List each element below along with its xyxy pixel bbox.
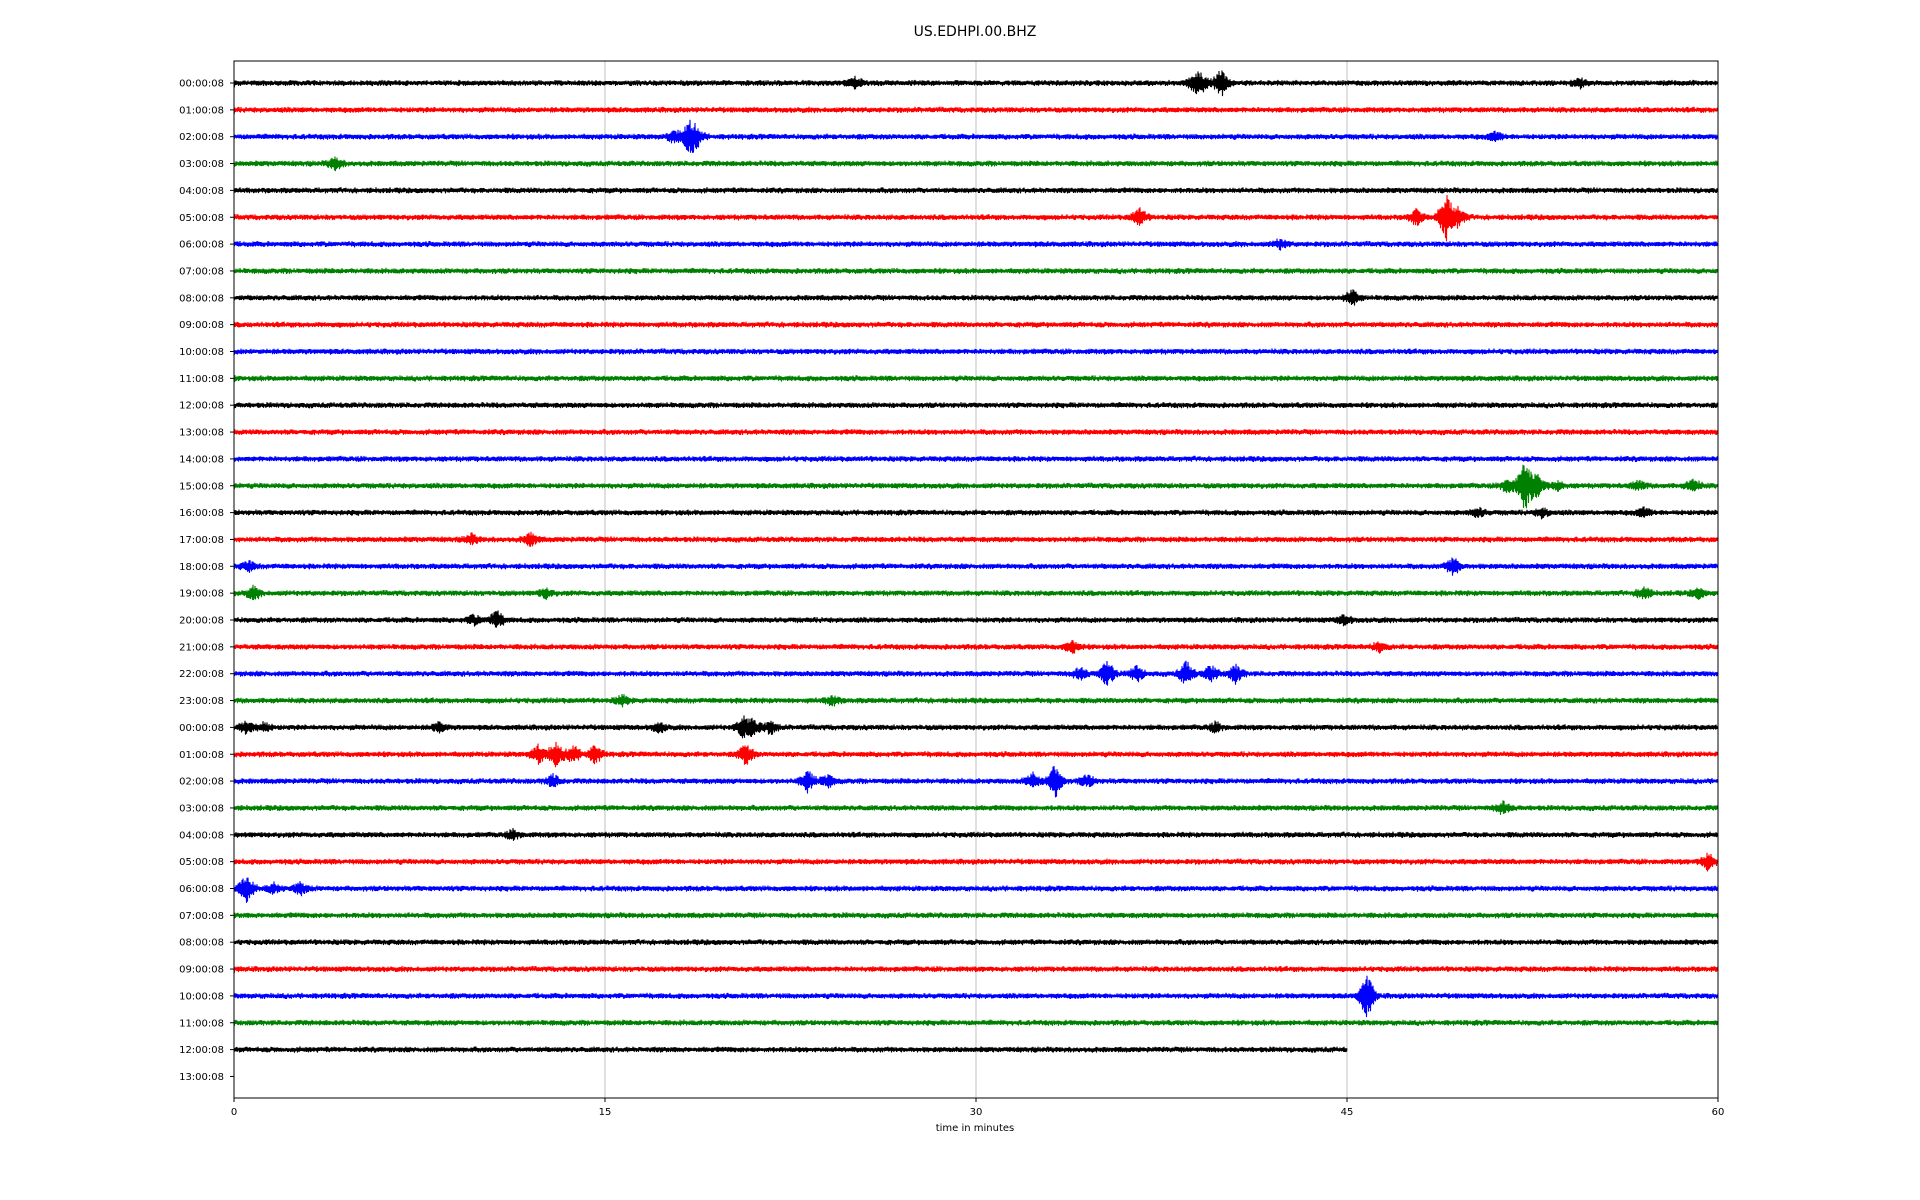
- seismic-trace: [233, 195, 1719, 242]
- row-time-label: 23:00:08: [179, 696, 224, 707]
- seismic-trace: [233, 1046, 1348, 1053]
- row-time-label: 10:00:08: [179, 991, 224, 1002]
- y-tick-labels: 00:00:08 01:00:08 02:00:08 03:00:08 04:00:08…: [179, 79, 234, 1083]
- row-time-label: 16:00:08: [179, 508, 224, 519]
- seismic-trace: [233, 741, 1719, 768]
- row-time-label: 13:00:08: [179, 428, 224, 439]
- seismic-trace: [233, 828, 1719, 841]
- x-tick-label: 0: [231, 1107, 237, 1118]
- row-time-label: 08:00:08: [179, 293, 224, 304]
- row-time-label: 03:00:08: [179, 803, 224, 814]
- row-time-label: 01:00:08: [179, 105, 224, 116]
- x-tick-label: 45: [1341, 1107, 1354, 1118]
- row-time-label: 01:00:08: [179, 750, 224, 761]
- grid-lines: [604, 61, 1348, 1098]
- seismic-trace: [233, 640, 1719, 654]
- row-time-label: 03:00:08: [179, 159, 224, 170]
- row-time-label: 09:00:08: [179, 965, 224, 976]
- x-tick-label: 60: [1712, 1107, 1725, 1118]
- seismic-trace: [233, 965, 1719, 974]
- row-time-label: 20:00:08: [179, 616, 224, 627]
- row-time-label: 07:00:08: [179, 911, 224, 922]
- row-time-label: 12:00:08: [179, 1045, 224, 1056]
- row-time-label: 21:00:08: [179, 642, 224, 653]
- x-tick-label: 15: [599, 1107, 612, 1118]
- seismic-trace: [233, 267, 1719, 275]
- row-time-label: 07:00:08: [179, 266, 224, 277]
- seismic-trace: [233, 693, 1719, 708]
- row-time-label: 11:00:08: [179, 1018, 224, 1029]
- seismic-trace: [233, 119, 1719, 153]
- row-time-label: 13:00:08: [179, 1072, 224, 1083]
- seismic-trace: [233, 289, 1719, 306]
- row-time-label: 02:00:08: [179, 132, 224, 143]
- row-time-label: 17:00:08: [179, 535, 224, 546]
- seismic-trace: [233, 765, 1719, 798]
- seismic-trace: [233, 912, 1719, 919]
- row-time-label: 11:00:08: [179, 374, 224, 385]
- row-time-label: 06:00:08: [179, 884, 224, 895]
- seismic-trace: [233, 975, 1719, 1018]
- seismic-trace: [233, 348, 1719, 356]
- x-axis-label: time in minutes: [936, 1123, 1015, 1134]
- row-time-label: 05:00:08: [179, 213, 224, 224]
- seismic-trace: [233, 557, 1719, 576]
- seismic-trace: [233, 938, 1719, 946]
- seismic-trace: [233, 800, 1719, 815]
- seismic-trace: [233, 187, 1719, 194]
- seismic-trace: [233, 238, 1719, 251]
- seismic-trace: [233, 455, 1719, 463]
- row-time-label: 09:00:08: [179, 320, 224, 331]
- seismic-trace: [233, 506, 1719, 520]
- row-time-label: 19:00:08: [179, 589, 224, 600]
- seismic-trace: [233, 401, 1719, 409]
- seismic-trace: [233, 375, 1719, 383]
- row-time-label: 12:00:08: [179, 401, 224, 412]
- row-time-label: 04:00:08: [179, 830, 224, 841]
- row-time-label: 05:00:08: [179, 857, 224, 868]
- seismic-trace: [233, 715, 1719, 739]
- seismic-trace: [233, 531, 1719, 547]
- row-time-label: 22:00:08: [179, 669, 224, 680]
- row-time-label: 18:00:08: [179, 562, 224, 573]
- row-time-label: 04:00:08: [179, 186, 224, 197]
- seismic-trace: [233, 321, 1719, 328]
- seismic-trace: [233, 584, 1719, 601]
- row-time-label: 02:00:08: [179, 777, 224, 788]
- chart-title: US.EDHPI.00.BHZ: [914, 24, 1037, 40]
- seismic-trace: [233, 464, 1719, 509]
- seismic-trace: [233, 1019, 1719, 1027]
- seismic-trace: [233, 877, 1719, 903]
- row-time-label: 00:00:08: [179, 79, 224, 90]
- seismic-trace: [233, 70, 1719, 97]
- row-time-label: 00:00:08: [179, 723, 224, 734]
- seismic-trace: [233, 156, 1719, 172]
- row-time-label: 06:00:08: [179, 240, 224, 251]
- traces: [233, 70, 1719, 1053]
- seismic-trace: [233, 610, 1719, 628]
- row-time-label: 10:00:08: [179, 347, 224, 358]
- row-time-label: 14:00:08: [179, 454, 224, 465]
- row-time-label: 08:00:08: [179, 938, 224, 949]
- seismic-trace: [233, 660, 1719, 686]
- seismic-trace: [233, 428, 1719, 436]
- x-tick-labels: 0 15 30 45 60: [231, 1098, 1725, 1118]
- seismic-trace: [233, 852, 1719, 872]
- row-time-label: 15:00:08: [179, 481, 224, 492]
- x-tick-label: 30: [970, 1107, 983, 1118]
- seismic-trace: [233, 106, 1719, 115]
